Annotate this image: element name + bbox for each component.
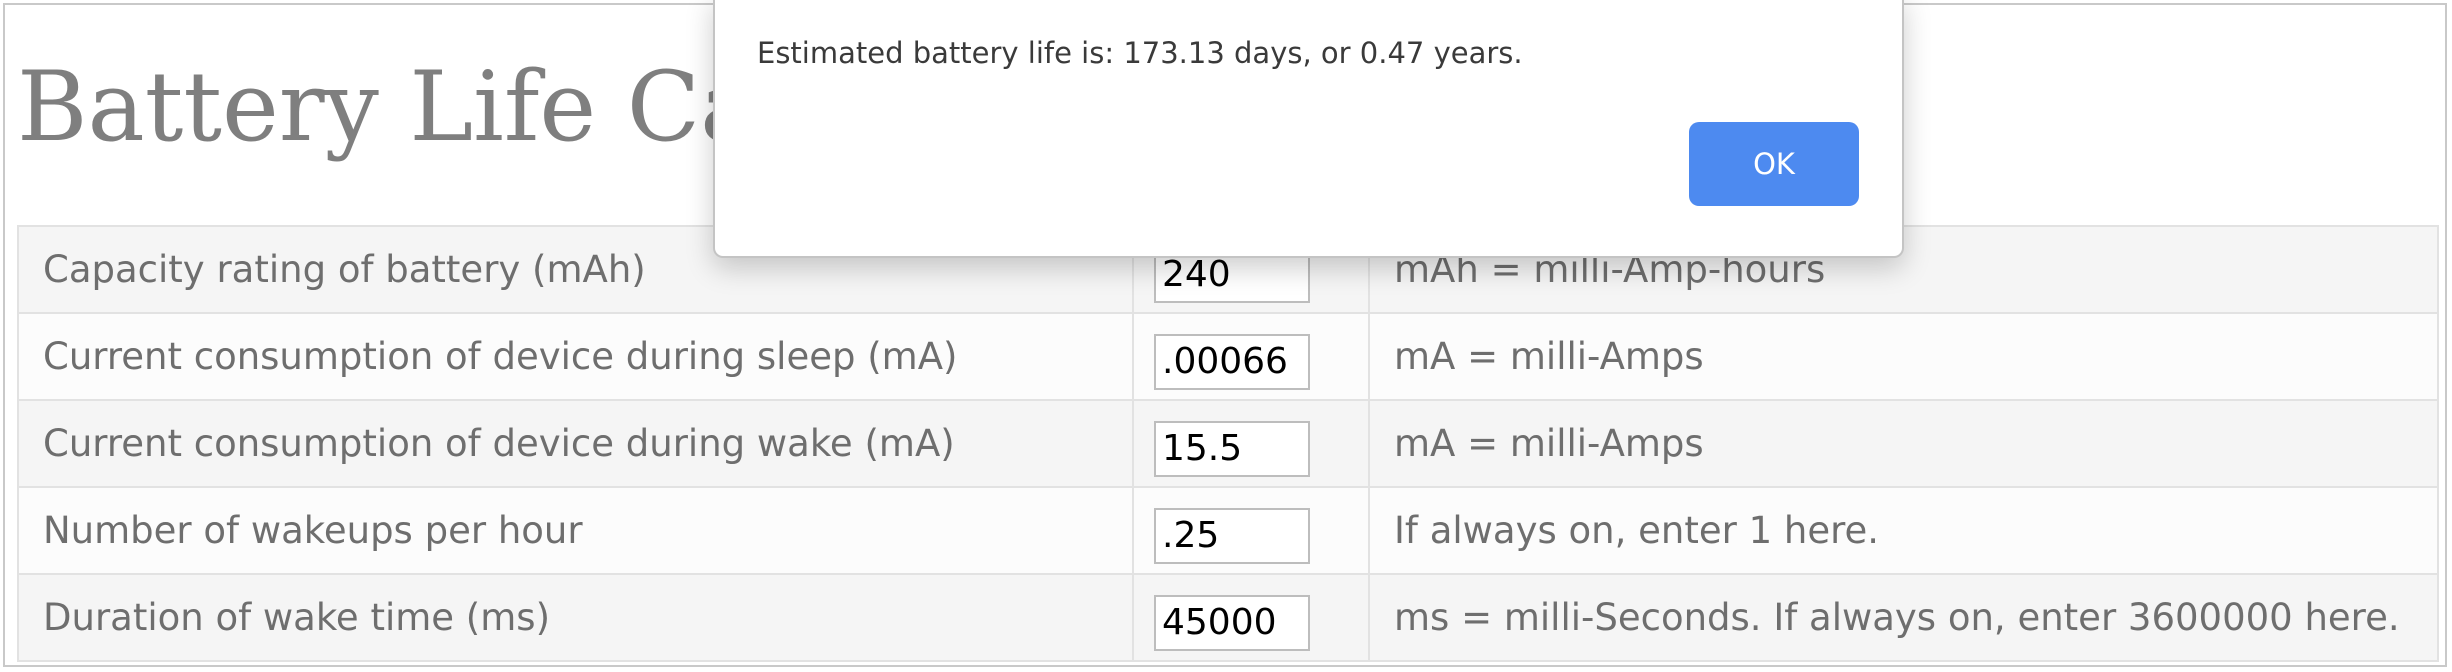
row-label: Current consumption of device during wak… bbox=[17, 399, 1134, 488]
input-cell bbox=[1132, 312, 1370, 401]
input-cell bbox=[1132, 486, 1370, 575]
row-label: Current consumption of device during sle… bbox=[17, 312, 1134, 401]
page-frame: Battery Life Calculator Capacity rating … bbox=[3, 3, 2447, 667]
row-note: ms = milli-Seconds. If always on, enter … bbox=[1368, 573, 2439, 662]
row-label: Number of wakeups per hour bbox=[17, 486, 1134, 575]
table-row: Current consumption of device during wak… bbox=[17, 399, 2439, 488]
alert-message: Estimated battery life is: 173.13 days, … bbox=[757, 36, 1523, 70]
wakeups-per-hour-input[interactable] bbox=[1154, 507, 1310, 564]
wake-current-input[interactable] bbox=[1154, 420, 1310, 477]
row-label: Duration of wake time (ms) bbox=[17, 573, 1134, 662]
input-cell bbox=[1132, 573, 1370, 662]
row-note: mA = milli-Amps bbox=[1368, 399, 2439, 488]
ok-button[interactable]: OK bbox=[1689, 122, 1859, 206]
row-note: If always on, enter 1 here. bbox=[1368, 486, 2439, 575]
sleep-current-input[interactable] bbox=[1154, 333, 1310, 390]
table-row: Duration of wake time (ms) ms = milli-Se… bbox=[17, 573, 2439, 662]
row-note: mA = milli-Amps bbox=[1368, 312, 2439, 401]
table-row: Current consumption of device during sle… bbox=[17, 312, 2439, 401]
calculator-table: Capacity rating of battery (mAh) mAh = m… bbox=[17, 225, 2439, 662]
wake-duration-input[interactable] bbox=[1154, 594, 1310, 651]
table-row: Number of wakeups per hour If always on,… bbox=[17, 486, 2439, 575]
input-cell bbox=[1132, 399, 1370, 488]
alert-dialog: Estimated battery life is: 173.13 days, … bbox=[713, 0, 1904, 258]
